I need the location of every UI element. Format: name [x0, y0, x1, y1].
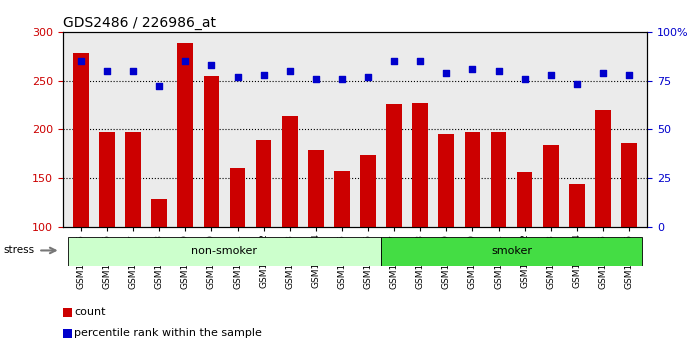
Point [180, 58, 191, 64]
Bar [595, 110, 611, 324]
Point [467, 66, 478, 72]
Point [258, 72, 269, 78]
Bar [465, 132, 480, 324]
Point [624, 72, 635, 78]
Bar [621, 143, 637, 324]
Point [519, 76, 530, 81]
Point [75, 58, 86, 64]
Point [206, 62, 217, 68]
Point [336, 76, 347, 81]
Bar [438, 134, 454, 324]
Text: non-smoker: non-smoker [191, 246, 258, 256]
Bar [569, 184, 585, 324]
Text: percentile rank within the sample: percentile rank within the sample [74, 329, 262, 338]
Point [284, 68, 295, 74]
Bar [256, 140, 271, 324]
Point [232, 74, 243, 80]
Point [493, 68, 504, 74]
Point [415, 58, 426, 64]
Point [310, 76, 322, 81]
Bar [491, 132, 506, 324]
Bar [125, 132, 141, 324]
Point [571, 81, 583, 87]
Bar [308, 150, 324, 324]
Bar [230, 168, 245, 324]
Point [597, 70, 608, 76]
Text: GDS2486 / 226986_at: GDS2486 / 226986_at [63, 16, 216, 30]
Bar [73, 53, 89, 324]
Point [102, 68, 113, 74]
Bar [334, 171, 349, 324]
Point [545, 72, 556, 78]
Bar [99, 132, 115, 324]
Point [363, 74, 374, 80]
Bar [361, 155, 376, 324]
Bar [381, 237, 642, 266]
Text: smoker: smoker [491, 246, 532, 256]
Bar [68, 237, 381, 266]
Bar [543, 145, 559, 324]
Bar [282, 115, 298, 324]
Point [388, 58, 400, 64]
Bar [412, 103, 428, 324]
Bar [516, 172, 532, 324]
Point [127, 68, 139, 74]
Text: count: count [74, 307, 106, 317]
Point [154, 84, 165, 89]
Text: stress: stress [3, 245, 35, 255]
Bar [204, 76, 219, 324]
Point [441, 70, 452, 76]
Bar [386, 104, 402, 324]
Bar [152, 199, 167, 324]
Bar [177, 42, 193, 324]
